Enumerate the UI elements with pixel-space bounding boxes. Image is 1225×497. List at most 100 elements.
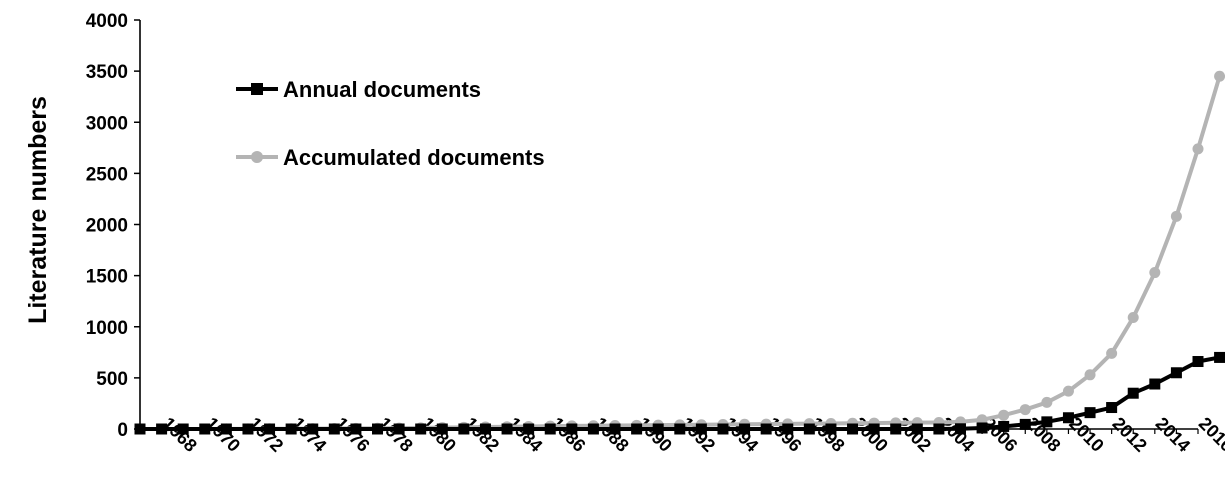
data-point [998,420,1010,432]
data-point [501,423,513,435]
data-point [544,423,556,435]
y-tick-label: 4000 [86,11,128,32]
data-point [1019,404,1031,416]
data-point [264,423,276,435]
data-point [436,423,448,435]
data-point [847,423,859,435]
y-tick-label: 1500 [86,267,128,288]
data-point [134,423,146,435]
y-tick-label: 2500 [86,164,128,185]
data-point [868,423,880,435]
y-tick-label: 500 [96,369,128,390]
data-point [242,423,254,435]
data-point [1192,356,1204,368]
data-point [954,423,966,435]
data-point [566,423,578,435]
x-tick-label: 1986 [547,413,589,455]
data-point [825,423,837,435]
data-point [1041,416,1053,428]
series-layer [134,70,1225,435]
data-point [1106,402,1118,414]
y-tick-label: 3500 [86,62,128,83]
data-point [1149,378,1161,390]
data-point [199,423,211,435]
series-accumulated [134,70,1225,435]
data-point [782,423,794,435]
data-point [479,423,491,435]
data-point [156,423,168,435]
data-point [674,423,686,435]
data-point [1019,418,1031,430]
data-point [1127,312,1139,324]
data-point [1170,367,1182,379]
data-point [1214,351,1225,363]
data-point [523,423,535,435]
data-point [1084,369,1096,381]
x-tick-label: 1976 [331,413,373,455]
y-tick-label: 2000 [86,216,128,237]
x-tick-label: 1980 [418,413,460,455]
data-point [760,423,772,435]
data-point [998,409,1010,421]
data-point [1062,412,1074,424]
data-point [350,423,362,435]
y-axis-ticks: 0 500 1000 1500 2000 2500 3000 3500 4000 [86,11,140,441]
data-point [911,423,923,435]
series-annual [134,351,1225,435]
data-point [631,423,643,435]
x-tick-label: 1990 [633,413,675,455]
legend-label-annual: Annual documents [283,77,481,102]
data-point [220,423,232,435]
legend-item-annual: Annual documents [236,77,481,102]
data-point [803,423,815,435]
data-point [652,423,664,435]
data-point [1214,70,1225,82]
legend: Annual documents Accumulated documents [236,77,545,170]
data-point [1127,387,1139,399]
data-point [415,423,427,435]
x-tick-label: 1972 [245,413,287,455]
legend-label-accumulated: Accumulated documents [283,145,545,170]
data-point [890,423,902,435]
data-point [695,423,707,435]
y-tick-label: 3000 [86,113,128,134]
data-point [1041,396,1053,408]
x-tick-label: 1968 [158,413,200,455]
x-tick-label: 1984 [504,413,546,455]
x-tick-label: 1974 [288,413,330,455]
data-point [285,423,297,435]
data-point [976,422,988,434]
legend-item-accumulated: Accumulated documents [236,145,545,170]
series-line [140,75,1222,431]
y-tick-label: 0 [117,420,128,441]
x-tick-label: 2012 [1108,413,1150,455]
x-tick-label: 1982 [461,413,503,455]
data-point [587,423,599,435]
data-point [1106,347,1118,359]
x-tick-label: 2016 [1195,413,1225,455]
data-point [609,423,621,435]
data-point [1170,210,1182,222]
x-tick-label: 2014 [1152,413,1194,455]
y-tick-label: 1000 [86,318,128,339]
data-point [739,423,751,435]
x-tick-label: 1970 [202,413,244,455]
x-tick-label: 1988 [590,413,632,455]
data-point [307,423,319,435]
data-point [933,423,945,435]
data-point [1062,385,1074,397]
data-point [372,423,384,435]
data-point [717,423,729,435]
data-point [1149,267,1161,279]
y-axis-label: Literature numbers [24,96,52,324]
data-point [177,423,189,435]
data-point [328,423,340,435]
data-point [393,423,405,435]
x-tick-label: 1992 [677,413,719,455]
data-point [1192,143,1204,155]
data-point [1084,407,1096,419]
x-tick-label: 1994 [720,413,762,455]
x-tick-label: 1978 [374,413,416,455]
data-point [458,423,470,435]
